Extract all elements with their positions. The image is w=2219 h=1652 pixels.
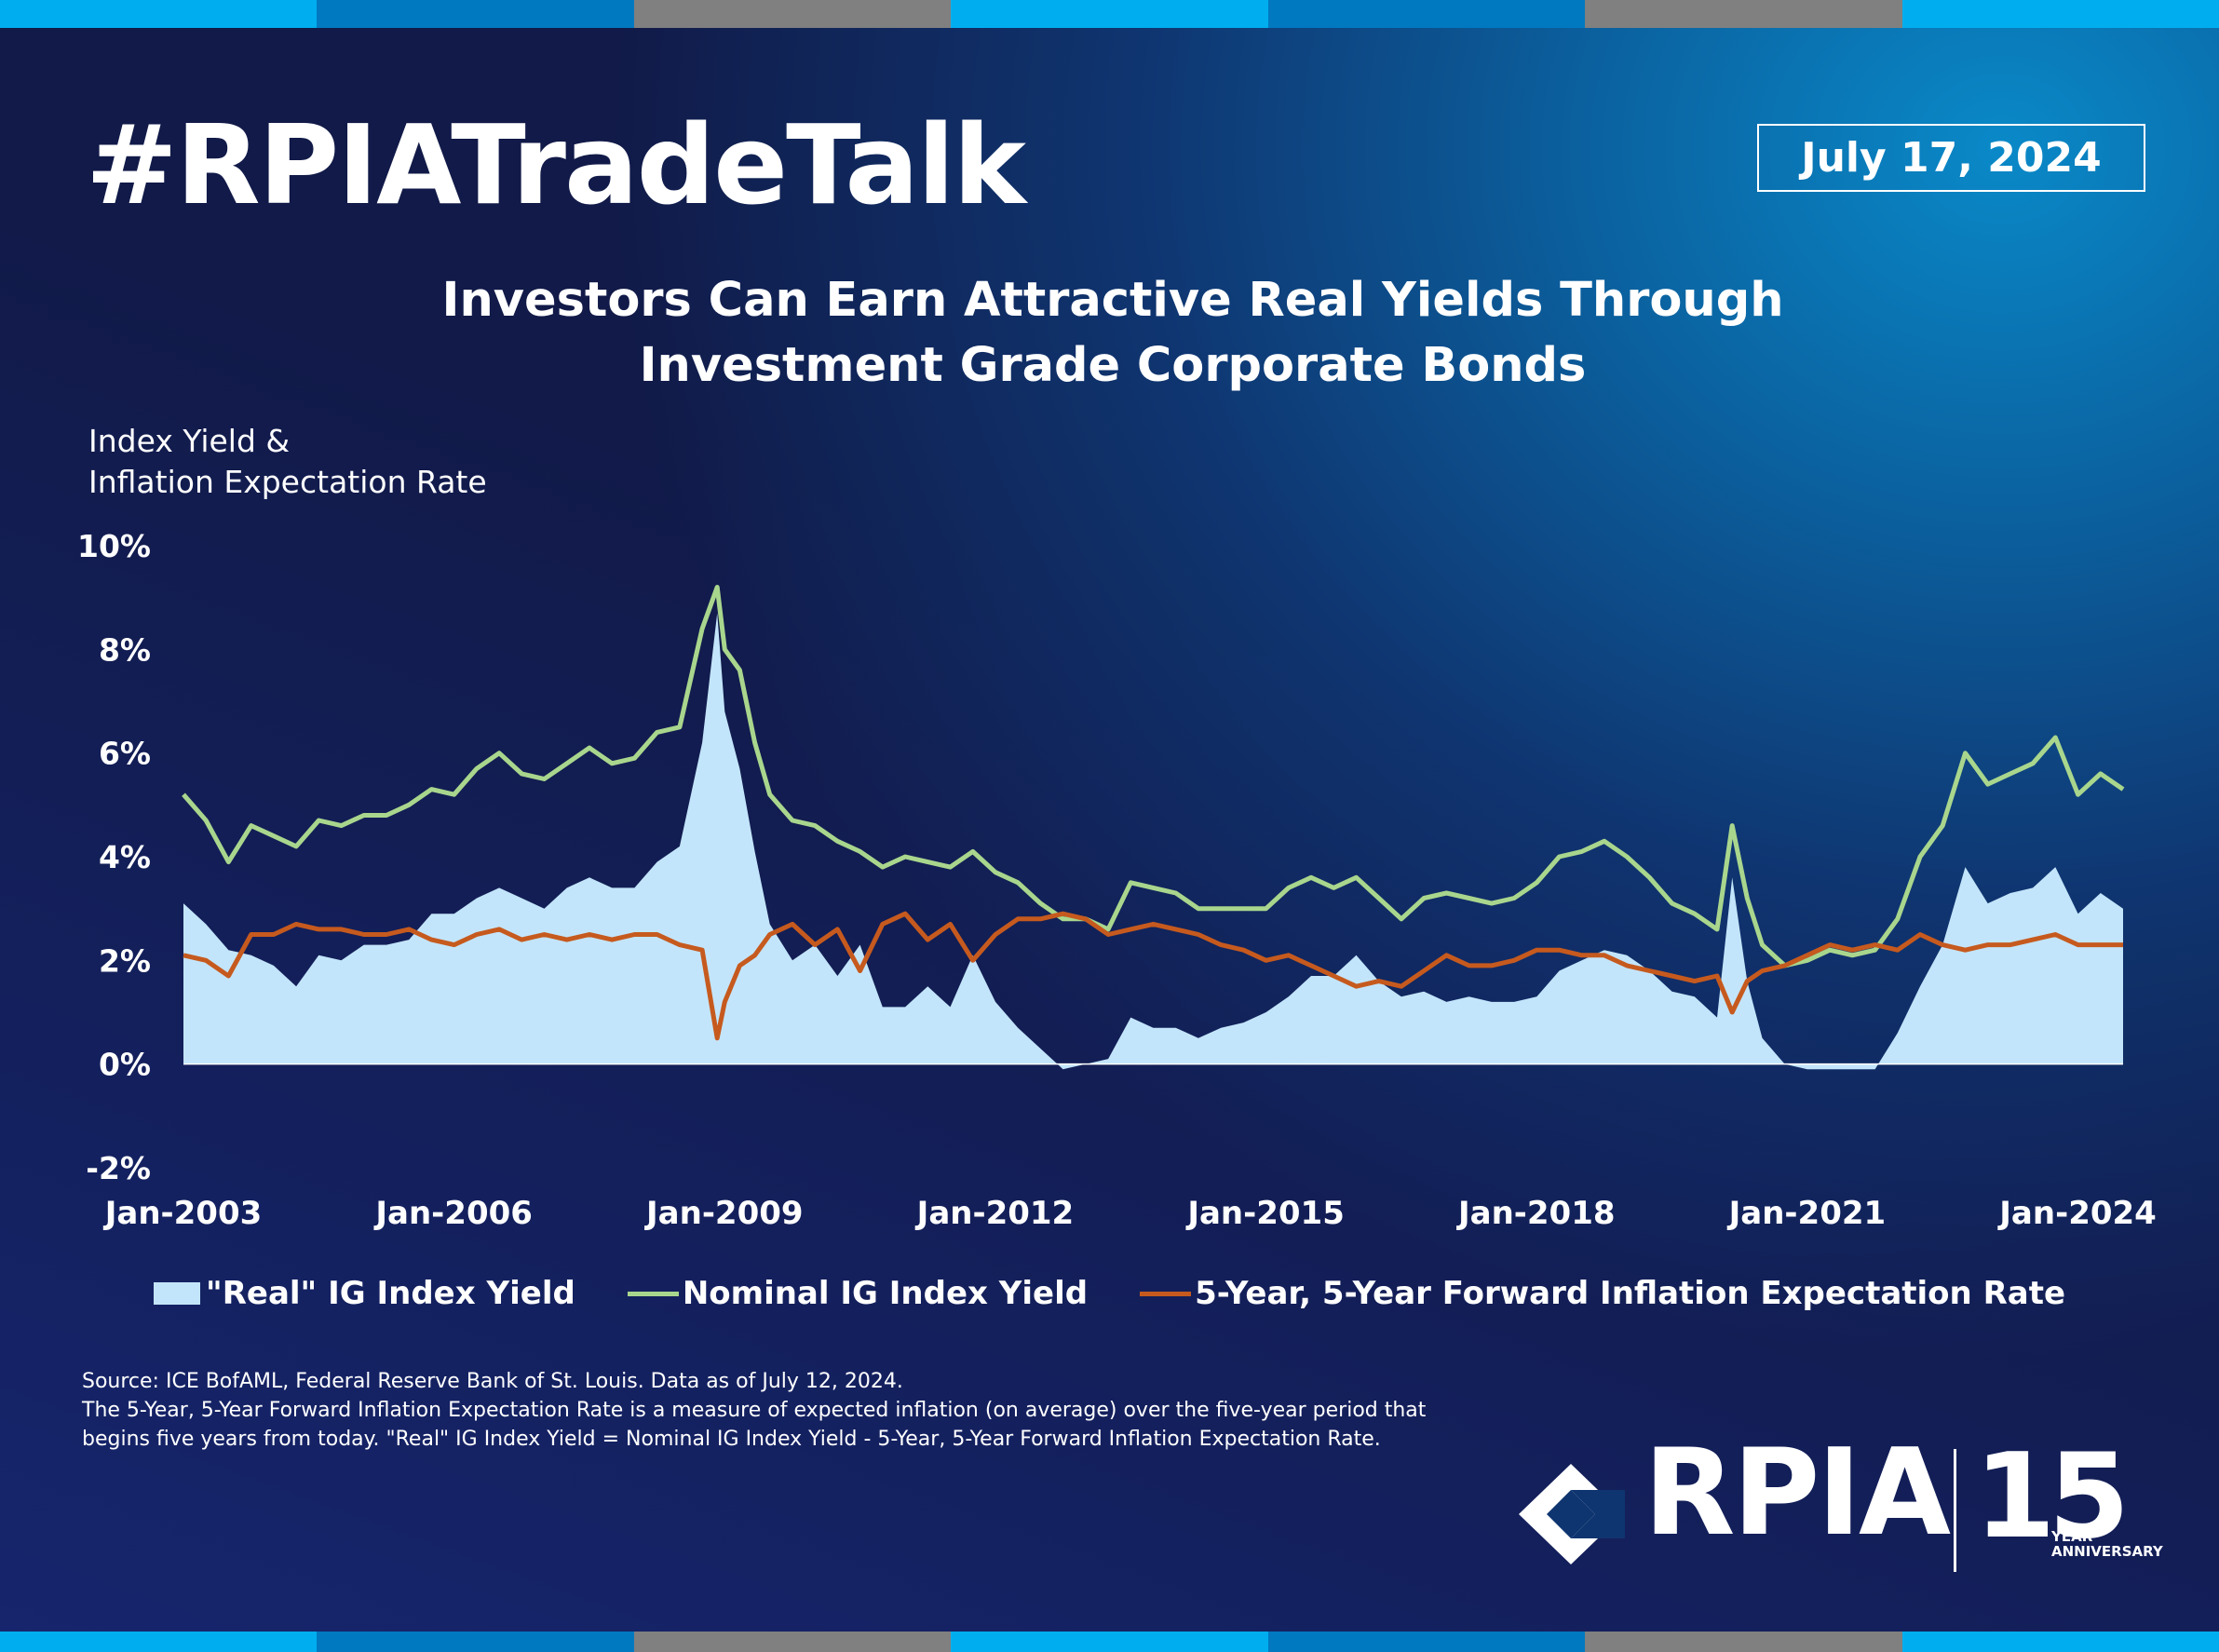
y-axis-title-line-1: Index Yield & [88,423,291,459]
rpia-logo: RPIA 15 YEAR ANNIVERSARY [1513,1434,2165,1581]
x-tick-label: Jan-2003 [103,1195,263,1232]
y-tick-label: 8% [99,631,151,668]
x-axis-ticks: Jan-2003 Jan-2006 Jan-2009 Jan-2012 Jan-2015… [103,1195,2157,1232]
legend-item-inflation: 5-Year, 5-Year Forward Inflation Expecta… [1140,1275,2065,1312]
y-axis-title-line-2: Inflation Expectation Rate [88,464,487,500]
source-line-1: Source: ICE BofAML, Federal Reserve Bank… [82,1370,903,1393]
y-tick-label: 10% [77,528,151,564]
anniversary-label-line-1: YEAR [2051,1528,2093,1545]
legend-label-real: "Real" IG Index Yield [205,1275,575,1312]
y-axis-title: Index Yield & Inflation Expectation Rate [88,421,487,503]
x-tick-label: Jan-2018 [1456,1195,1616,1232]
legend-swatch-real [153,1282,200,1305]
legend-label-nominal: Nominal IG Index Yield [682,1275,1089,1312]
top-color-stripe [0,0,2219,28]
y-tick-label: 6% [99,736,151,772]
y-tick-label: 4% [99,839,151,875]
real-ig-yield-area [183,613,2123,1070]
logo-divider [1954,1449,1956,1572]
rpia-diamond-icon [1519,1464,1625,1564]
x-tick-label: Jan-2012 [915,1195,1075,1232]
legend-label-inflation: 5-Year, 5-Year Forward Inflation Expecta… [1195,1275,2066,1312]
x-tick-label: Jan-2006 [373,1195,533,1232]
y-tick-label: 0% [99,1047,151,1083]
bottom-color-stripe [0,1632,2219,1652]
hashtag-title: #RPIATradeTalk [86,101,1026,229]
legend-swatch-inflation [1140,1291,1192,1296]
legend-item-nominal: Nominal IG Index Yield [627,1275,1089,1312]
anniversary-label-line-2: ANNIVERSARY [2051,1543,2163,1560]
chart-title-line-1: Investors Can Earn Attractive Real Yield… [441,273,1784,328]
x-tick-label: Jan-2021 [1727,1195,1887,1232]
date-badge: July 17, 2024 [1757,124,2145,192]
source-line-3: begins five years from today. "Real" IG … [82,1428,1381,1451]
x-tick-label: Jan-2009 [644,1195,804,1232]
source-note: Source: ICE BofAML, Federal Reserve Bank… [82,1367,1426,1454]
chart-title: Investors Can Earn Attractive Real Yield… [279,268,1946,399]
x-tick-label: Jan-2015 [1185,1195,1345,1232]
chart-title-line-2: Investment Grade Corporate Bonds [639,338,1587,393]
y-tick-label: -2% [86,1150,151,1186]
inflation-expectation-line [183,911,2123,1041]
anniversary-number: 15 [1974,1428,2130,1564]
rpia-wordmark: RPIA [1644,1424,1951,1563]
anniversary-label: YEAR ANNIVERSARY [2051,1529,2163,1559]
legend-swatch-nominal [627,1291,679,1296]
yield-chart: 10%8%6%4%2%0%-2% Jan-2003 Jan-2006 Jan-200… [77,528,2157,1232]
y-tick-label: 2% [99,942,151,979]
y-axis-ticks: 10% 8% 6% 4% 2% 0% -2% [77,528,151,1186]
legend-item-real: "Real" IG Index Yield [153,1275,575,1312]
chart-legend: "Real" IG Index Yield Nominal IG Index Y… [0,1271,2219,1316]
x-tick-label: Jan-2024 [1997,1195,2157,1232]
source-line-2: The 5-Year, 5-Year Forward Inflation Exp… [82,1399,1427,1422]
